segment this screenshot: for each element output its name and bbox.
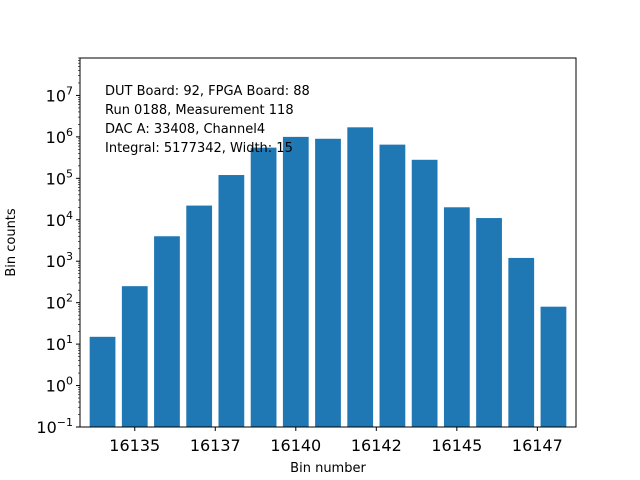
bar-16147 xyxy=(508,257,535,427)
bar-16143 xyxy=(379,144,406,427)
x-tick-label: 16147 xyxy=(512,436,563,455)
x-tick-label: 16145 xyxy=(431,436,482,455)
x-tick-label: 16142 xyxy=(351,436,402,455)
y-tick-label: 107 xyxy=(46,84,73,105)
bars-group xyxy=(89,127,567,428)
bar-16141 xyxy=(315,138,341,427)
bar-16139 xyxy=(250,147,277,427)
y-tick-label: 100 xyxy=(46,375,73,396)
x-tick-label: 16137 xyxy=(190,436,241,455)
x-tick-label: 16135 xyxy=(109,436,160,455)
bar-16145 xyxy=(443,207,470,427)
bar-16135 xyxy=(121,286,148,427)
bar-16138 xyxy=(218,175,245,427)
bar-16134 xyxy=(89,336,116,427)
annotation-line: DUT Board: 92, FPGA Board: 88 xyxy=(105,84,310,99)
y-tick-label: 104 xyxy=(46,209,73,230)
y-tick-label: 103 xyxy=(46,250,73,271)
annotation-line: Run 0188, Measurement 118 xyxy=(105,103,294,118)
annotation-line: DAC A: 33408, Channel4 xyxy=(105,122,265,137)
annotation-line: Integral: 5177342, Width: 15 xyxy=(105,141,293,156)
y-axis-label: Bin counts xyxy=(4,208,19,277)
plot-frame xyxy=(79,57,577,428)
x-tick-label: 16140 xyxy=(270,436,321,455)
bar-16136 xyxy=(154,236,180,427)
y-tick-label: 101 xyxy=(46,333,73,354)
x-axis-ticks: 16135 16137 16140 16142 16145 16147 xyxy=(109,427,563,455)
bar-16140 xyxy=(282,136,309,427)
y-tick-label: 10−1 xyxy=(36,416,73,437)
bar-16142 xyxy=(347,127,374,427)
y-tick-label: 102 xyxy=(46,292,73,313)
bar-16146 xyxy=(476,218,502,427)
bar-16137 xyxy=(186,205,213,427)
bar-16148 xyxy=(540,306,567,427)
bar-16144 xyxy=(411,159,438,428)
y-tick-label: 106 xyxy=(46,126,73,147)
annotation-block: DUT Board: 92, FPGA Board: 88 Run 0188, M… xyxy=(105,84,310,156)
y-axis-ticks: 10−1 100 101 102 103 104 105 106 107 xyxy=(36,57,80,437)
y-tick-label: 105 xyxy=(46,167,73,188)
x-axis-label: Bin number xyxy=(290,461,366,476)
